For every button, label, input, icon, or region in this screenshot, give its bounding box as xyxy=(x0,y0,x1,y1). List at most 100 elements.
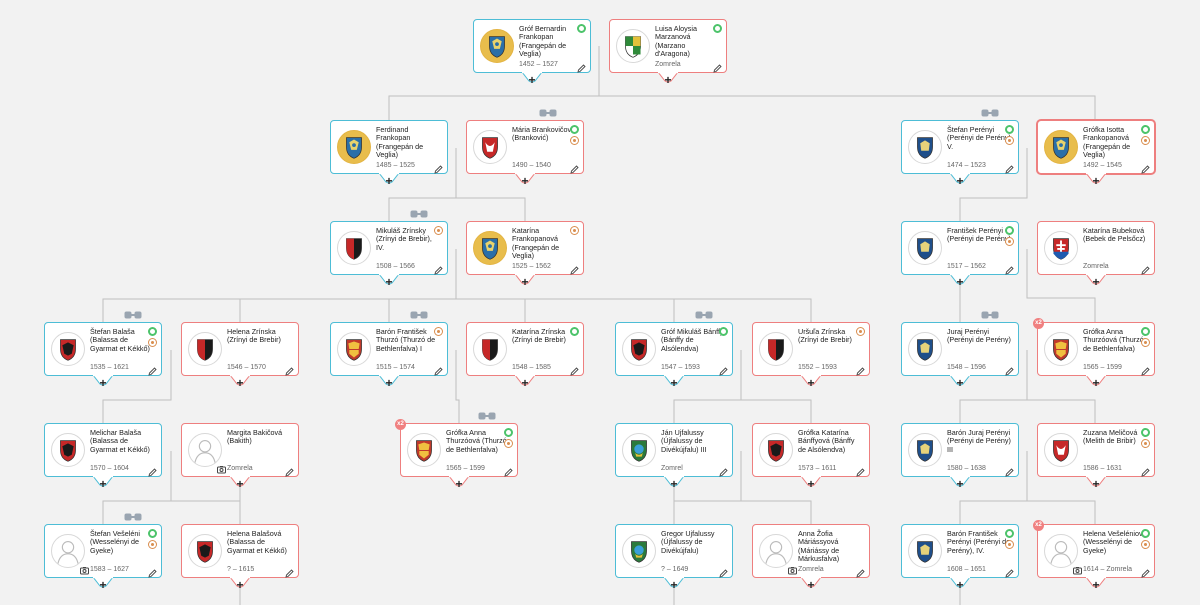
person-name[interactable]: Helena Zrínska (Zrínyi de Brebir) xyxy=(227,327,281,345)
person-card[interactable]: Uršuľa Zrínska (Zrínyi de Brebir) 1552 – … xyxy=(752,322,870,376)
coat-of-arms-icon[interactable] xyxy=(51,332,85,366)
plus-icon[interactable]: + xyxy=(956,376,964,390)
person-card[interactable]: Štefan Vešeléni (Wesselényi de Gyeke) 158… xyxy=(44,524,162,578)
record-match-icon[interactable] xyxy=(1005,136,1014,145)
link-icon[interactable] xyxy=(539,109,557,117)
person-name[interactable]: Barón Juraj Perényi (Perényi de Perény) … xyxy=(947,428,1011,454)
record-match-icon[interactable] xyxy=(504,439,513,448)
person-card[interactable]: Gregor Ujfalussy (Újfalussy de Divékújfa… xyxy=(615,524,733,578)
coat-of-arms-icon[interactable] xyxy=(337,332,371,366)
plus-icon[interactable]: + xyxy=(1092,376,1100,390)
plus-icon[interactable]: + xyxy=(807,477,815,491)
person-card[interactable]: Margita Bakičová (Bakith) Zomrela xyxy=(181,423,299,477)
person-name[interactable]: Gregor Ujfalussy (Újfalussy de Divékújfa… xyxy=(661,529,715,555)
person-name[interactable]: Katarína Bubeková (Bebek de Pelsőcz) xyxy=(1083,226,1146,244)
plus-icon[interactable]: + xyxy=(528,73,536,87)
pencil-icon[interactable] xyxy=(1141,565,1150,578)
add-relative-tab[interactable] xyxy=(93,476,113,487)
link-icon[interactable] xyxy=(478,412,496,420)
coat-of-arms-icon[interactable] xyxy=(1044,433,1078,467)
pencil-icon[interactable] xyxy=(504,464,513,477)
record-match-icon[interactable] xyxy=(570,136,579,145)
coat-of-arms-icon[interactable] xyxy=(51,433,85,467)
person-card[interactable]: Katarína Bubeková (Bebek de Pelsőcz) Zomr… xyxy=(1037,221,1155,275)
pencil-icon[interactable] xyxy=(148,565,157,578)
person-card[interactable]: Štefan Perényi (Perényi de Perény), V. 14… xyxy=(901,120,1019,174)
person-card[interactable]: Barón František Perényi (Perényi de Peré… xyxy=(901,524,1019,578)
pencil-icon[interactable] xyxy=(1141,363,1150,376)
person-name[interactable]: Ferdinand Frankopan (Frangepán de Veglia… xyxy=(376,125,424,160)
record-source-icon[interactable] xyxy=(577,24,586,33)
coat-of-arms-icon[interactable] xyxy=(188,332,222,366)
person-card[interactable]: Gróf Bernardin Frankopan (Frangepán de V… xyxy=(473,19,591,73)
person-card[interactable]: Štefan Balaša (Balassa de Gyarmat et Kék… xyxy=(44,322,162,376)
coat-of-arms-icon[interactable] xyxy=(337,130,371,164)
avatar-placeholder-icon[interactable] xyxy=(51,534,85,568)
plus-icon[interactable]: + xyxy=(1092,275,1100,289)
record-source-icon[interactable] xyxy=(1141,327,1150,336)
plus-icon[interactable]: + xyxy=(670,477,678,491)
coat-of-arms-icon[interactable] xyxy=(1044,130,1078,164)
add-relative-tab[interactable] xyxy=(1086,274,1106,285)
coat-of-arms-icon[interactable] xyxy=(473,332,507,366)
person-name[interactable]: Margita Bakičová (Bakith) xyxy=(227,428,283,446)
add-relative-tab[interactable] xyxy=(515,375,535,386)
person-card[interactable]: Helena Zrínska (Zrínyi de Brebir) 1546 – … xyxy=(181,322,299,376)
plus-icon[interactable]: + xyxy=(455,477,463,491)
coat-of-arms-icon[interactable] xyxy=(908,130,942,164)
coat-of-arms-icon[interactable] xyxy=(473,130,507,164)
coat-of-arms-icon[interactable] xyxy=(622,433,656,467)
add-relative-tab[interactable] xyxy=(801,375,821,386)
person-name[interactable]: Juraj Perényi (Perényi de Perény) xyxy=(947,327,1011,345)
add-relative-tab[interactable] xyxy=(230,577,250,588)
coat-of-arms-icon[interactable] xyxy=(908,231,942,265)
person-name[interactable]: Gróf Mikuláš Bánffy (Bánffy de Alsólendv… xyxy=(661,327,724,353)
coat-of-arms-icon[interactable] xyxy=(1044,231,1078,265)
pencil-icon[interactable] xyxy=(148,464,157,477)
person-name[interactable]: Katarína Zrínska (Zrínyi de Brebir) xyxy=(512,327,566,345)
add-relative-tab[interactable] xyxy=(801,476,821,487)
person-card[interactable]: František Perényi (Perényi de Perény) 151… xyxy=(901,221,1019,275)
person-name[interactable]: Štefan Perényi (Perényi de Perény), V. xyxy=(947,125,1013,151)
pencil-icon[interactable] xyxy=(719,363,728,376)
multiple-spouses-badge[interactable]: x2 xyxy=(1033,520,1044,531)
person-name[interactable]: František Perényi (Perényi de Perény) xyxy=(947,226,1011,244)
pencil-icon[interactable] xyxy=(719,565,728,578)
person-card[interactable]: Luisa Aloysia Marzanová (Marzano d'Arago… xyxy=(609,19,727,73)
person-name[interactable]: Gróf Bernardin Frankopan (Frangepán de V… xyxy=(519,24,567,59)
person-name[interactable]: Barón František Perényi (Perényi de Peré… xyxy=(947,529,1011,555)
pencil-icon[interactable] xyxy=(148,363,157,376)
coat-of-arms-icon[interactable] xyxy=(188,534,222,568)
link-icon[interactable] xyxy=(695,311,713,319)
record-match-icon[interactable] xyxy=(1141,439,1150,448)
person-name[interactable]: Zuzana Meličová (Melith de Bribir) xyxy=(1083,428,1138,446)
person-card[interactable]: Mária Brankovičová (Branković) 1490 – 154… xyxy=(466,120,584,174)
add-relative-tab[interactable] xyxy=(664,375,684,386)
camera-icon[interactable] xyxy=(1072,563,1083,575)
record-source-icon[interactable] xyxy=(1005,529,1014,538)
pencil-icon[interactable] xyxy=(1141,262,1150,275)
record-source-icon[interactable] xyxy=(719,327,728,336)
link-icon[interactable] xyxy=(981,311,999,319)
camera-icon[interactable] xyxy=(79,563,90,575)
record-match-icon[interactable] xyxy=(434,327,443,336)
person-name[interactable]: Štefan Vešeléni (Wesselényi de Gyeke) xyxy=(90,529,140,555)
person-name[interactable]: Uršuľa Zrínska (Zrínyi de Brebir) xyxy=(798,327,852,345)
add-relative-tab[interactable] xyxy=(522,72,542,83)
add-relative-tab[interactable] xyxy=(801,577,821,588)
link-icon[interactable] xyxy=(124,311,142,319)
person-name[interactable]: Melichar Balaša (Balassa de Gyarmat et K… xyxy=(90,428,150,454)
plus-icon[interactable]: + xyxy=(1092,174,1100,188)
person-name[interactable]: Mária Brankovičová (Branković) xyxy=(512,125,576,143)
person-card[interactable]: Grófka Anna Thurzóová (Thurzó de Bethlen… xyxy=(1037,322,1155,376)
person-card[interactable]: Zuzana Meličová (Melith de Bribir) 1586 –… xyxy=(1037,423,1155,477)
person-name[interactable]: Grófka Anna Thurzóová (Thurzó de Bethlen… xyxy=(446,428,507,454)
person-card[interactable]: Helena Vešeléniová (Wesselényi de Gyeke)… xyxy=(1037,524,1155,578)
plus-icon[interactable]: + xyxy=(236,578,244,592)
pencil-icon[interactable] xyxy=(713,60,722,73)
person-card[interactable]: Katarína Zrínska (Zrínyi de Brebir) 1548 … xyxy=(466,322,584,376)
add-relative-tab[interactable] xyxy=(379,173,399,184)
plus-icon[interactable]: + xyxy=(236,376,244,390)
person-name[interactable]: Helena Balašová (Balassa de Gyarmat et K… xyxy=(227,529,287,555)
link-icon[interactable] xyxy=(981,109,999,117)
